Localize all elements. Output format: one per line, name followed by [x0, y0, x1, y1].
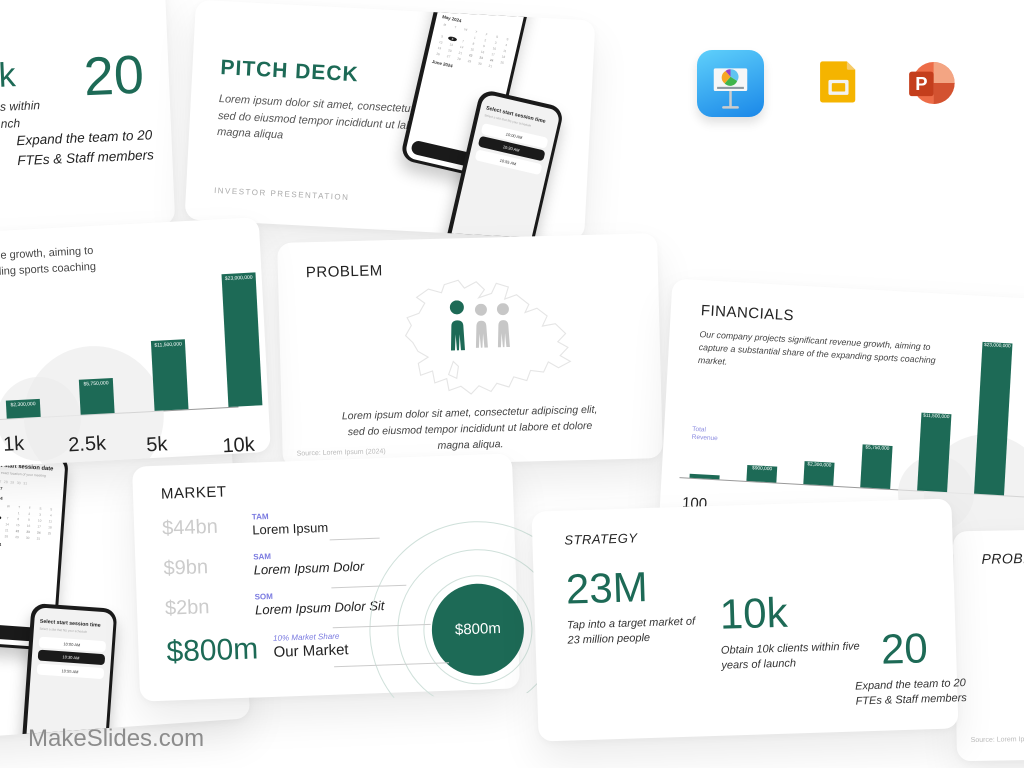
svg-text:$800m: $800m	[455, 620, 501, 639]
svg-text:P: P	[915, 73, 927, 94]
